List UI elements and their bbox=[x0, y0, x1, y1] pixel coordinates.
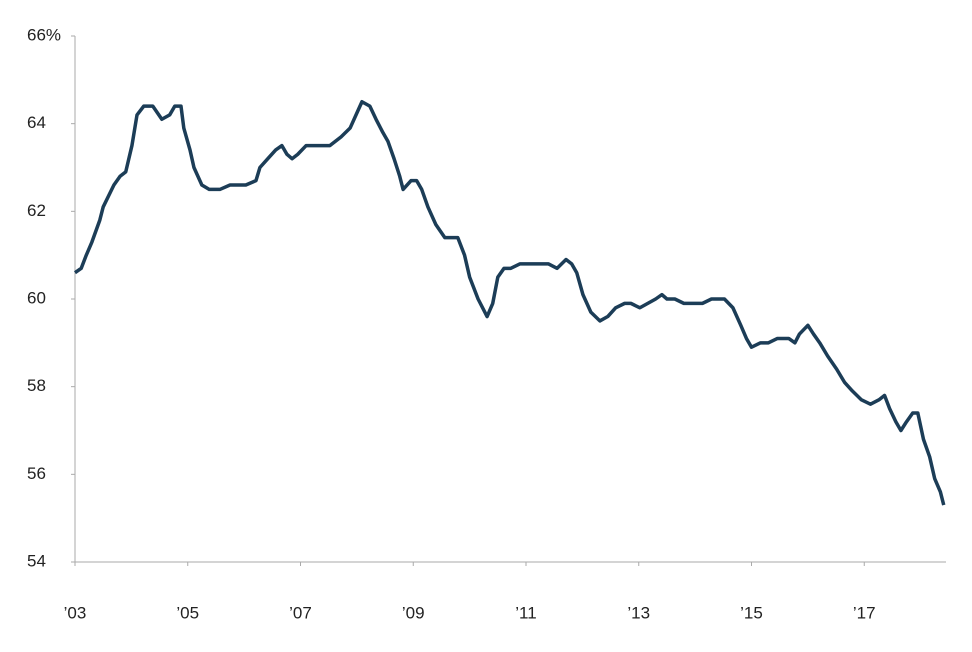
data-line bbox=[73, 100, 946, 506]
y-tick-label: 60 bbox=[27, 288, 46, 307]
y-tick-label: 54 bbox=[27, 551, 46, 570]
y-tick-label: 64 bbox=[27, 113, 46, 132]
y-tick-label: 58 bbox=[27, 376, 46, 395]
x-tick-label: ’05 bbox=[176, 603, 199, 622]
x-tick-label: ’15 bbox=[740, 603, 763, 622]
y-tick-label: 66% bbox=[27, 25, 61, 44]
y-tick-label: 56 bbox=[27, 464, 46, 483]
y-tick-label: 62 bbox=[27, 201, 46, 220]
x-tick-label: ’03 bbox=[64, 603, 87, 622]
x-tick-label: ’13 bbox=[627, 603, 650, 622]
x-tick-label: ’11 bbox=[515, 603, 536, 622]
x-tick-label: ’17 bbox=[853, 603, 876, 622]
x-tick-label: ’07 bbox=[289, 603, 312, 622]
x-tick-label: ’09 bbox=[402, 603, 425, 622]
